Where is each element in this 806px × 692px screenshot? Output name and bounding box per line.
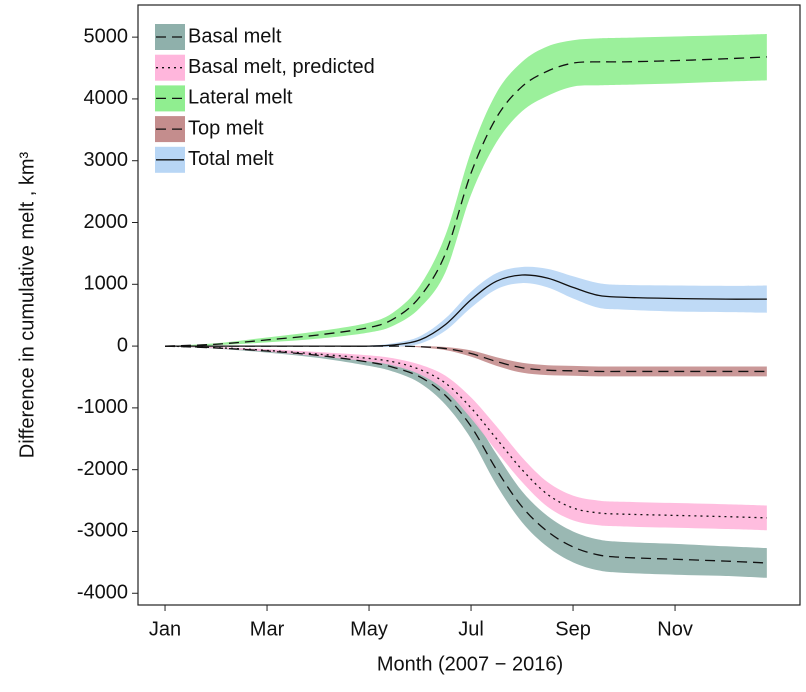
legend-label: Basal melt, predicted xyxy=(188,56,375,78)
line xyxy=(165,274,767,347)
band xyxy=(165,346,767,578)
band xyxy=(165,346,767,531)
line xyxy=(165,345,767,564)
y-tick-label: 5000 xyxy=(84,25,129,47)
y-tick-label: -4000 xyxy=(77,582,128,604)
lines xyxy=(165,56,767,564)
plot-frame xyxy=(137,4,801,606)
y-tick-label: 2000 xyxy=(84,211,129,233)
legend-label: Lateral melt xyxy=(188,87,293,109)
y-tick-label: -3000 xyxy=(77,520,128,542)
x-tick-label: Mar xyxy=(250,618,285,640)
x-axis-title: Month (2007 − 2016) xyxy=(377,653,563,675)
x-tick-label: Jan xyxy=(149,618,181,640)
x-tick-label: May xyxy=(350,618,388,640)
y-tick-label: 1000 xyxy=(84,273,129,295)
legend-label: Basal melt xyxy=(188,25,282,47)
legend-label: Top melt xyxy=(188,117,264,139)
y-tick-label: -2000 xyxy=(77,458,128,480)
legend-label: Total melt xyxy=(188,148,274,170)
band xyxy=(165,346,767,377)
band xyxy=(165,266,767,347)
bands xyxy=(165,34,767,578)
y-tick-label: 0 xyxy=(117,334,128,356)
y-tick-label: -1000 xyxy=(77,396,128,418)
band xyxy=(165,34,767,347)
line xyxy=(165,56,767,347)
legend: Basal melt Basal melt, predicted Lateral m… xyxy=(155,24,375,173)
y-axis-title: Difference in cumulative melt , km³ xyxy=(16,151,38,458)
y-tick-label: 4000 xyxy=(84,87,129,109)
x-tick-label: Jul xyxy=(458,618,484,640)
x-tick-label: Sep xyxy=(555,618,591,640)
x-tick-label: Nov xyxy=(657,618,693,640)
y-tick-label: 3000 xyxy=(84,149,129,171)
